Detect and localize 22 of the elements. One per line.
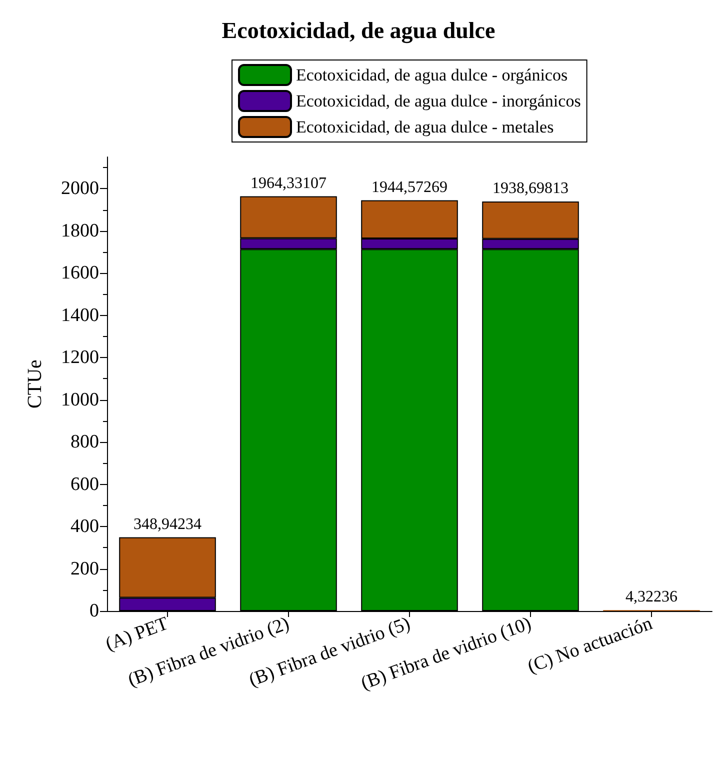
legend-label: Ecotoxicidad, de agua dulce - inorgánicos xyxy=(296,92,581,110)
total-label: 348,94234 xyxy=(134,516,202,533)
y-tick-label: 0 xyxy=(90,600,99,622)
y-axis-title: CTUe xyxy=(24,359,46,408)
y-tick-label: 1400 xyxy=(61,304,99,326)
y-tick-label: 200 xyxy=(70,558,99,580)
total-label: 1938,69813 xyxy=(492,180,568,198)
y-tick-label: 1200 xyxy=(61,347,99,368)
total-label: 1944,57269 xyxy=(372,178,448,196)
y-tick-label: 2000 xyxy=(61,178,99,200)
total-label: 4,32236 xyxy=(626,588,678,606)
chart-title: Ecotoxicidad, de agua dulce xyxy=(222,18,496,44)
x-tick-label: (A) PET xyxy=(102,613,172,656)
y-tick-label: 600 xyxy=(70,474,99,495)
legend-label: Ecotoxicidad, de agua dulce - orgánicos xyxy=(296,66,568,84)
total-label: 1964,33107 xyxy=(250,174,326,192)
y-tick-label: 1800 xyxy=(61,220,99,242)
y-tick-label: 800 xyxy=(70,432,99,453)
y-tick-label: 1000 xyxy=(61,389,99,410)
y-tick-label: 1600 xyxy=(61,262,99,284)
legend-label: Ecotoxicidad, de agua dulce - metales xyxy=(296,118,554,136)
y-tick-label: 400 xyxy=(70,516,99,538)
